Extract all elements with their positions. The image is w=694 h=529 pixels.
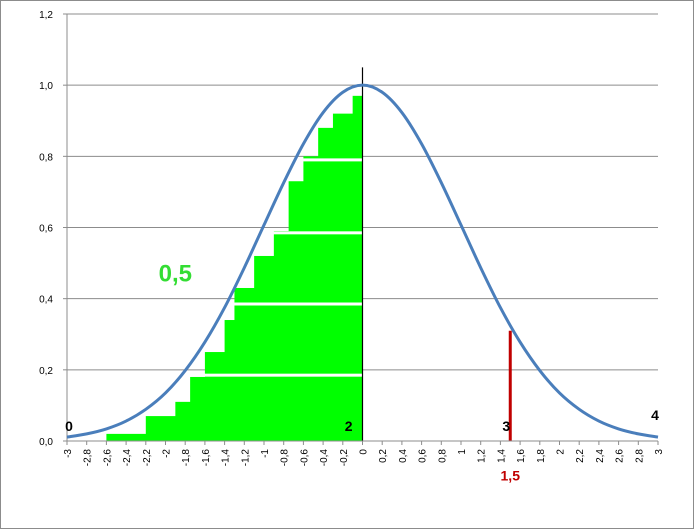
x-tick-label: 1,4 bbox=[496, 449, 507, 463]
y-tick-label: 0,8 bbox=[39, 152, 53, 163]
curve-line bbox=[66, 83, 659, 439]
x-tick-label: 2,6 bbox=[615, 449, 626, 463]
annotations: 0 0,5 2 3 1,5 4 bbox=[65, 260, 659, 483]
x-tick-label: -0,4 bbox=[319, 449, 330, 467]
shaded-step bbox=[352, 95, 363, 441]
x-tick-label: 2,2 bbox=[575, 449, 586, 463]
shaded-gap bbox=[104, 231, 363, 235]
annotation-label: 2 bbox=[345, 418, 353, 434]
annotation-label: 0,5 bbox=[159, 260, 192, 287]
x-tick-label: -3 bbox=[63, 449, 74, 458]
y-tick-label: 1,2 bbox=[39, 10, 53, 21]
shaded-gap bbox=[104, 158, 363, 162]
shaded-gap bbox=[104, 302, 363, 306]
y-tick-labels: 0,0 0,2 0,4 0,6 0,8 1,0 1,2 bbox=[39, 10, 67, 448]
x-tick-label: -2,8 bbox=[83, 449, 94, 467]
x-tick-label: 1,2 bbox=[477, 449, 488, 463]
x-tick-label: -1,6 bbox=[201, 449, 212, 467]
x-tick-label: -2,6 bbox=[102, 449, 113, 467]
x-tick-label: -2,4 bbox=[122, 449, 133, 467]
shaded-gap bbox=[104, 373, 363, 377]
x-tick-label: -2 bbox=[162, 449, 173, 458]
x-tick-label: -0,2 bbox=[339, 449, 350, 467]
curve-series bbox=[66, 83, 659, 439]
x-tick-label: -1,4 bbox=[221, 449, 232, 467]
x-tick-label: -1 bbox=[260, 449, 271, 458]
y-tick-label: 0,6 bbox=[39, 224, 53, 235]
annotation-label: 4 bbox=[651, 407, 659, 423]
y-tick-label: 0,0 bbox=[39, 437, 53, 448]
marker-lines bbox=[361, 67, 512, 441]
x-tick-label: 2,4 bbox=[595, 449, 606, 463]
x-tick-label: 0 bbox=[359, 449, 370, 455]
x-tick-label: 2,8 bbox=[634, 449, 645, 463]
x-tick-label: -1,8 bbox=[181, 449, 192, 467]
x-tick-label: 1,8 bbox=[536, 449, 547, 463]
x-tick-label: 1,6 bbox=[516, 449, 527, 463]
annotation-label: 1,5 bbox=[501, 468, 521, 484]
x-tick-label: 0,4 bbox=[398, 449, 409, 463]
annotation-label: 3 bbox=[502, 418, 510, 434]
x-tick-label: -1,2 bbox=[240, 449, 251, 467]
x-tick-label: 2 bbox=[556, 449, 567, 455]
x-tick-label: -2,2 bbox=[142, 449, 153, 467]
x-tick-label: -0,8 bbox=[280, 449, 291, 467]
x-tick-label: 1 bbox=[457, 449, 468, 455]
y-tick-label: 1,0 bbox=[39, 81, 53, 92]
x-tick-label: 0,8 bbox=[437, 449, 448, 463]
shaded-area bbox=[104, 95, 363, 442]
y-tick-label: 0,2 bbox=[39, 366, 53, 377]
annotation-label: 0 bbox=[65, 418, 73, 434]
x-tick-label: 0,2 bbox=[378, 449, 389, 463]
y-tick-label: 0,4 bbox=[39, 295, 53, 306]
x-tick-labels: -3 -2,8 -2,6 -2,4 -2,2 -2 -1,8 -1,6 -1,4 -1,2 -1 -0… bbox=[63, 441, 665, 466]
x-tick-label: 3 bbox=[654, 449, 665, 455]
x-tick-label: -0,6 bbox=[299, 449, 310, 467]
x-tick-label: 0,6 bbox=[418, 449, 429, 463]
